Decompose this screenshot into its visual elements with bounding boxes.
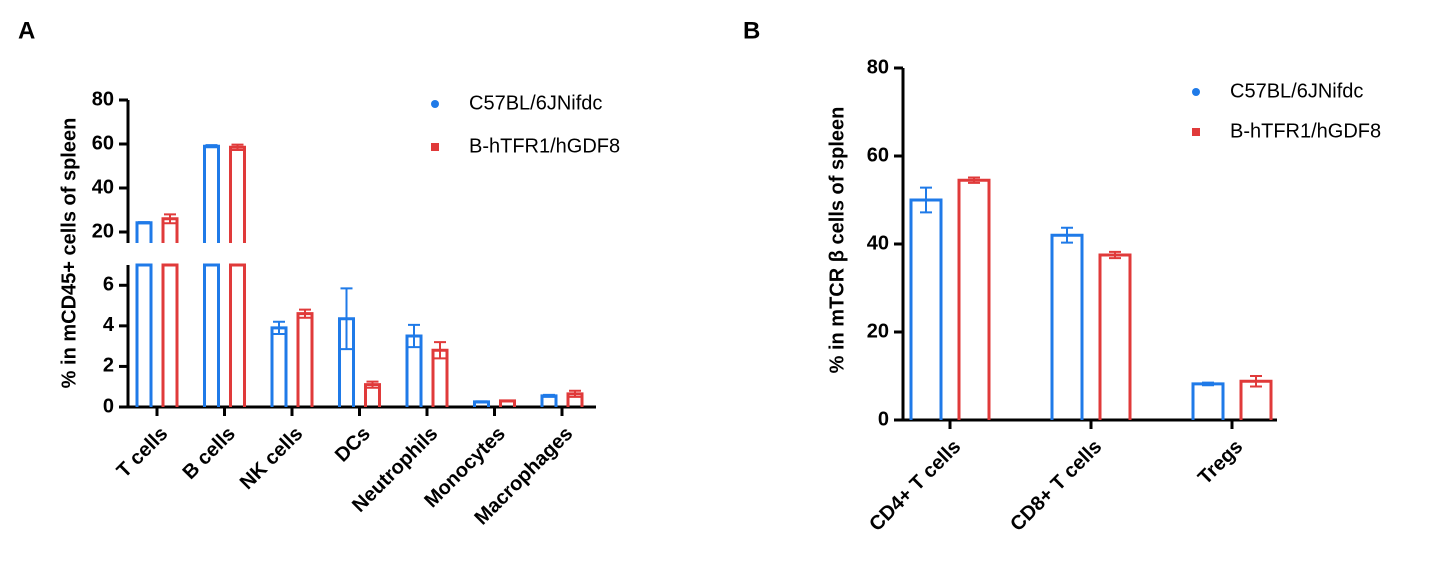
- y-tick-label: 40: [92, 176, 114, 198]
- bar: [1050, 233, 1084, 420]
- y-tick-label: 80: [92, 88, 114, 110]
- error-bar: [164, 213, 176, 225]
- error-bar: [408, 323, 420, 349]
- error-bar: [1061, 226, 1073, 244]
- x-tick-label: CD4+ T cells: [865, 436, 965, 536]
- x-tick-label: T cells: [113, 423, 173, 483]
- x-tick-label: NK cells: [236, 423, 307, 494]
- error-bar: [968, 176, 980, 184]
- error-bar: [501, 399, 514, 403]
- bar: [957, 178, 991, 420]
- y-tick-label: 4: [103, 314, 115, 336]
- y-tick-label: 0: [878, 408, 889, 430]
- error-bar: [205, 144, 218, 149]
- error-bar: [231, 143, 244, 151]
- error-bar: [138, 221, 150, 225]
- legend-label: B-hTFR1/hGDF8: [1230, 120, 1381, 142]
- error-bar: [475, 400, 488, 404]
- bar: [1191, 382, 1225, 420]
- legend-label: B-hTFR1/hGDF8: [469, 135, 620, 157]
- y-tick-label: 2: [103, 355, 114, 377]
- x-tick-label: Tregs: [1194, 436, 1247, 489]
- error-bar: [569, 389, 581, 398]
- y-tick-label: 60: [867, 144, 889, 166]
- error-bar: [273, 320, 285, 335]
- error-bar: [920, 186, 932, 214]
- error-bar: [1250, 375, 1262, 388]
- error-bar: [366, 380, 379, 389]
- legend-marker: [431, 100, 439, 108]
- y-tick-label: 0: [103, 395, 114, 417]
- bar: [135, 221, 153, 407]
- bar: [1098, 253, 1132, 420]
- error-bar: [434, 341, 446, 360]
- bar: [296, 312, 314, 407]
- bar: [270, 326, 288, 407]
- y-tick-label: 80: [867, 56, 889, 78]
- error-bar: [299, 308, 311, 319]
- x-tick-label: CD8+ T cells: [1006, 436, 1106, 536]
- x-tick-label: B cells: [179, 423, 240, 484]
- legend-label: C57BL/6JNifdc: [469, 92, 602, 114]
- error-bar: [1109, 250, 1121, 260]
- bar: [229, 145, 246, 407]
- y-axis-label: % in mCD45+ cells of spleen: [58, 118, 80, 389]
- bar: [161, 217, 179, 407]
- error-bar: [340, 287, 353, 351]
- legend-label: C57BL/6JNifdc: [1230, 80, 1363, 102]
- panel-label: B: [743, 17, 760, 44]
- bar: [203, 144, 220, 407]
- legend-marker: [1192, 88, 1200, 96]
- legend-marker: [431, 143, 439, 151]
- legend-marker: [1192, 128, 1200, 136]
- bar: [909, 198, 943, 420]
- y-tick-label: 20: [867, 320, 889, 342]
- y-tick-label: 60: [92, 132, 114, 154]
- y-axis-label: % in mTCR β cells of spleen: [826, 107, 848, 374]
- error-bar: [1202, 381, 1214, 387]
- x-tick-label: DCs: [331, 423, 375, 467]
- y-tick-label: 6: [103, 274, 114, 296]
- error-bar: [543, 393, 555, 398]
- panel-label: A: [18, 17, 35, 44]
- y-tick-label: 40: [867, 232, 889, 254]
- y-tick-label: 20: [92, 220, 114, 242]
